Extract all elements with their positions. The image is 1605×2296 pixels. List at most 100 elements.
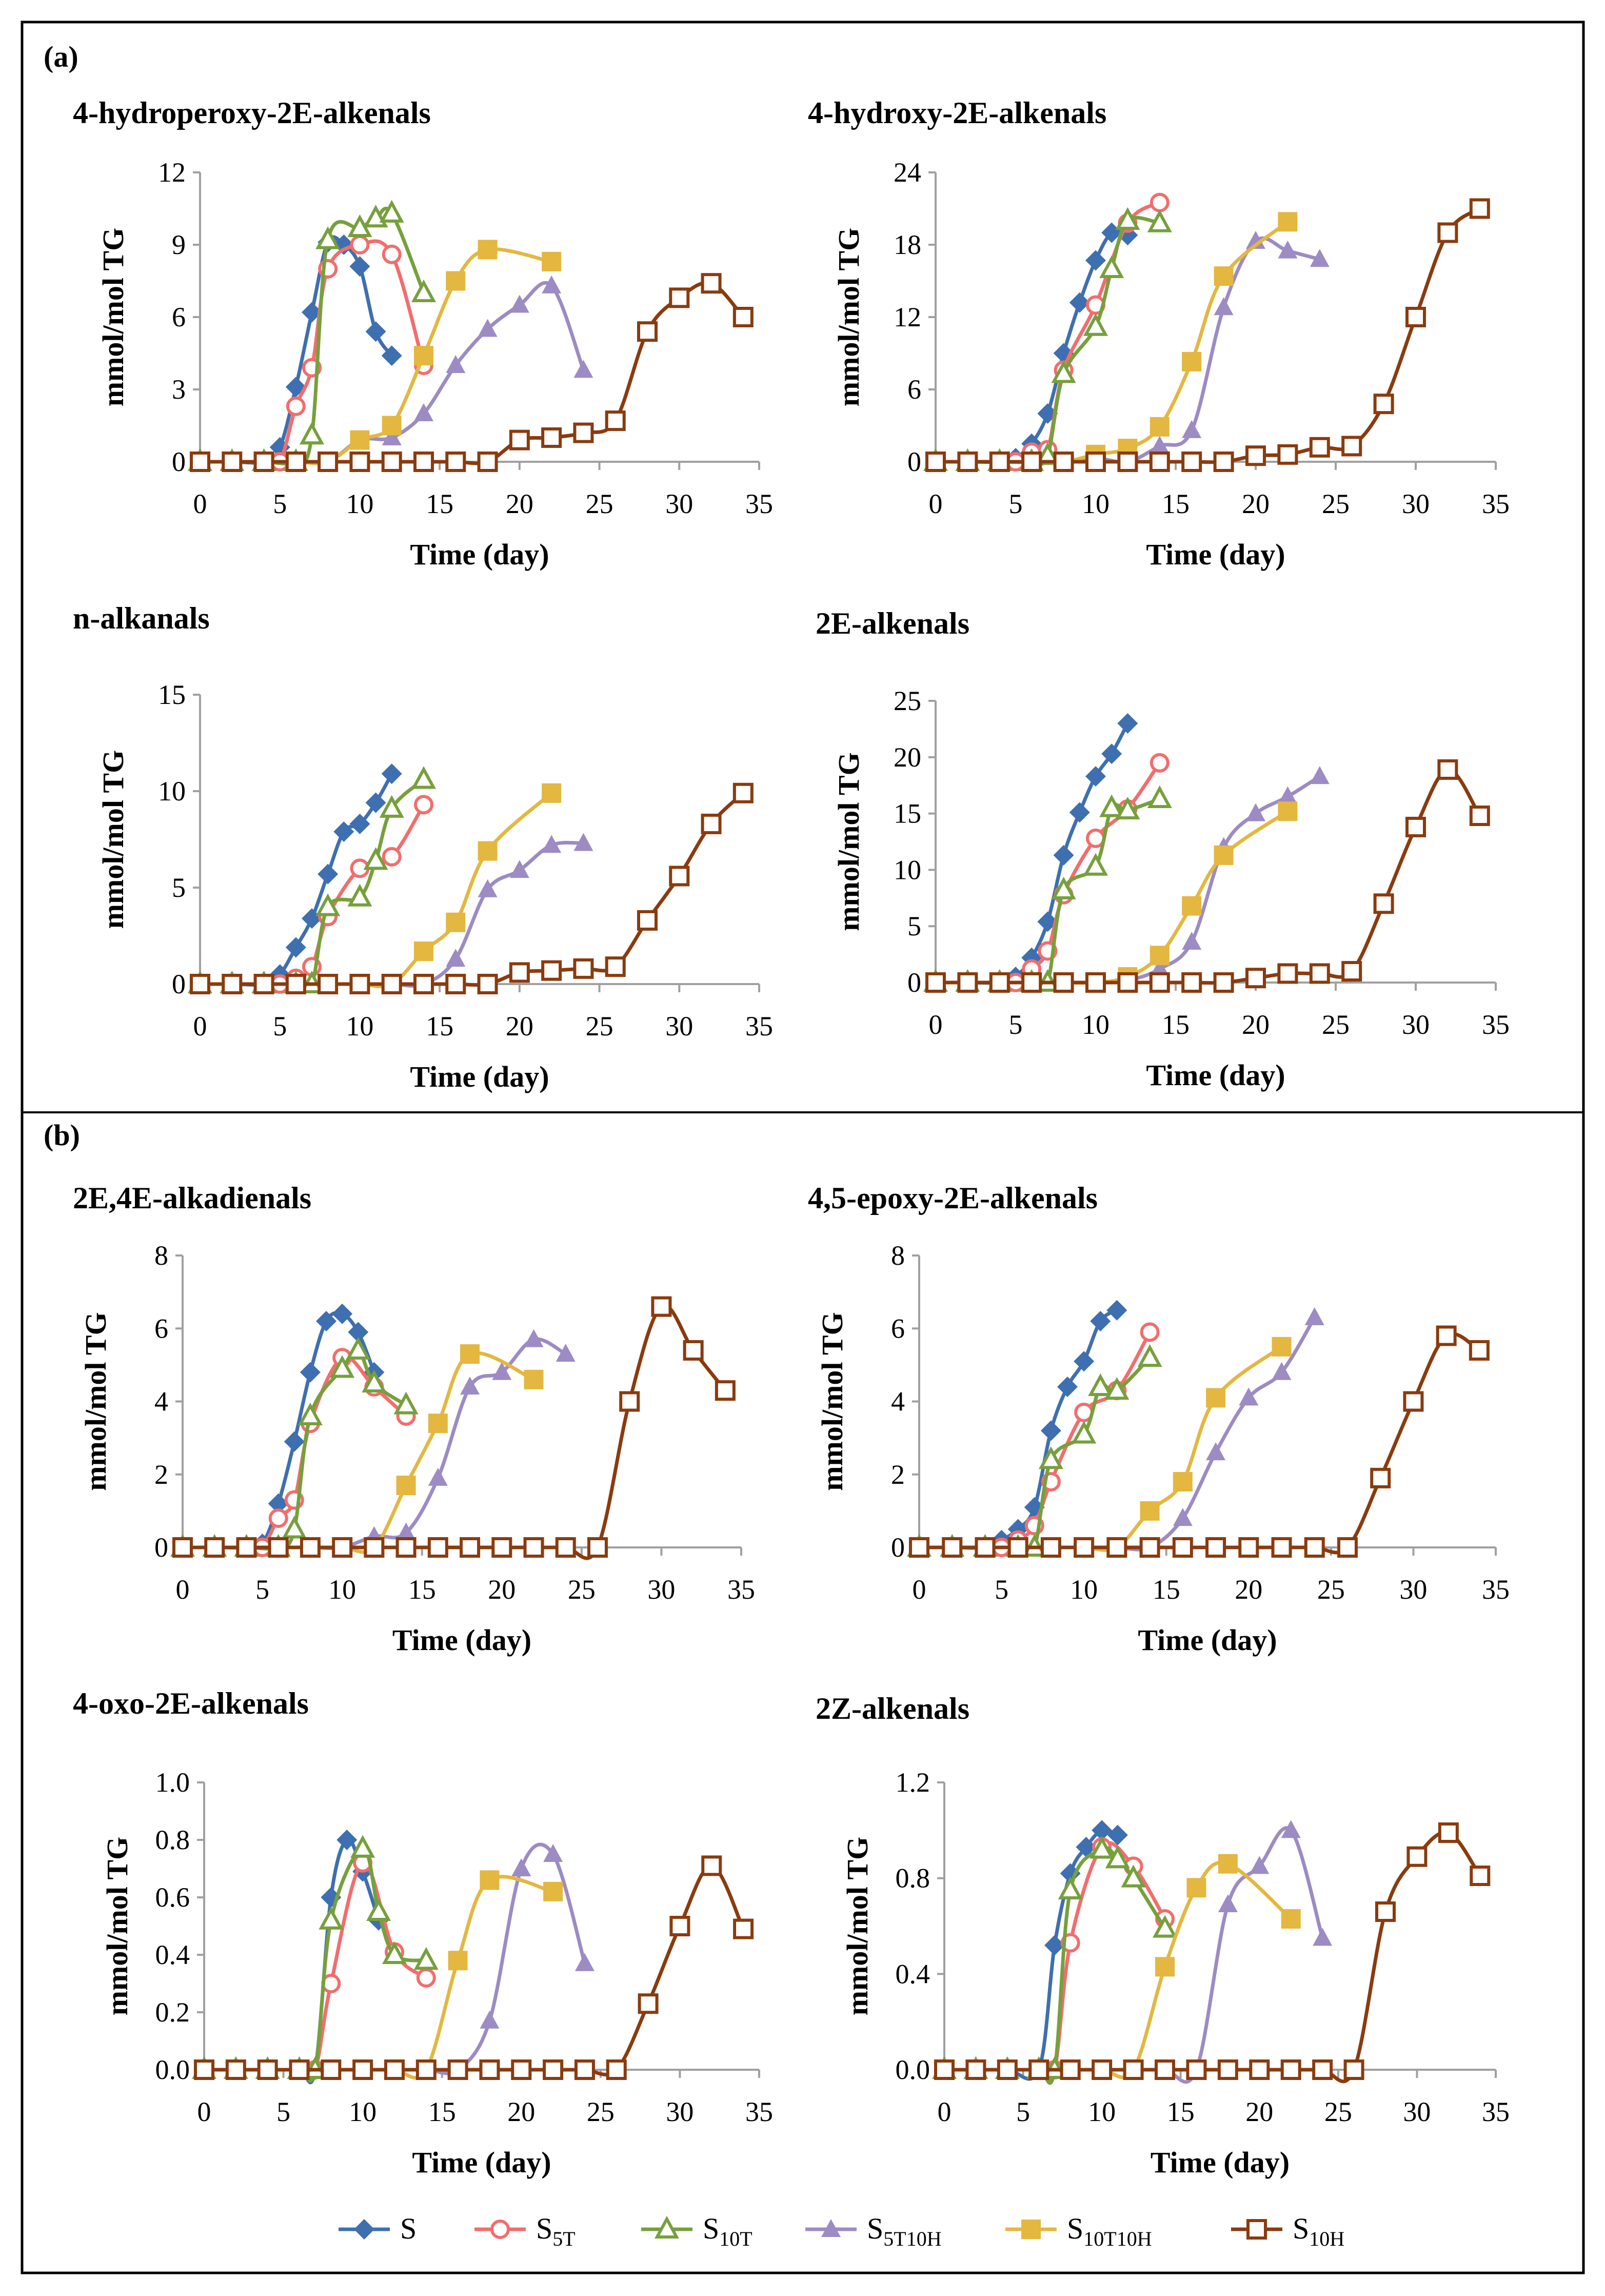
- x-tick-label: 0: [193, 1011, 207, 1042]
- chart-title: 4-hydroxy-2E-alkenals: [808, 96, 1106, 130]
- data-point: [381, 452, 402, 472]
- data-point: [542, 835, 562, 853]
- data-point: [1214, 266, 1234, 286]
- data-point: [284, 1431, 305, 1452]
- data-point: [366, 1898, 391, 1921]
- data-point: [1469, 1340, 1490, 1361]
- data-point: [1205, 1537, 1226, 1558]
- data-point: [411, 766, 437, 789]
- data-point: [257, 2059, 278, 2080]
- x-tick-label: 35: [745, 488, 773, 519]
- data-point: [1304, 1307, 1324, 1325]
- x-tick-label: 10: [346, 488, 373, 519]
- data-point: [1107, 1824, 1128, 1846]
- y-tick-label: 2: [891, 1459, 905, 1490]
- data-point: [379, 200, 404, 223]
- y-tick-label: 0: [172, 969, 186, 999]
- data-point: [1173, 1471, 1193, 1492]
- chart-6: 4,5-epoxy-2E-alkenals 0 2 4 6 8 0 5 10 15 20 25 30 35…: [808, 1181, 1510, 1657]
- data-point: [1150, 436, 1170, 454]
- legend-label: S5T10H: [867, 2212, 942, 2250]
- data-point: [1239, 1387, 1259, 1406]
- legend-label: S10T10H: [1067, 2212, 1152, 2250]
- data-point: [354, 2219, 374, 2240]
- y-tick-label: 9: [172, 229, 186, 260]
- x-tick-label: 0: [929, 488, 943, 519]
- series-S10H: [925, 759, 1490, 993]
- data-point: [587, 1537, 608, 1558]
- series-S10T: [191, 1835, 439, 2083]
- data-point: [683, 1340, 704, 1361]
- series-line: [204, 1847, 427, 2083]
- data-point: [446, 271, 466, 291]
- legend-label: S5T: [536, 2212, 576, 2250]
- y-axis-label: mmol/mol TG: [79, 1312, 112, 1491]
- data-point: [1250, 1856, 1270, 1874]
- y-tick-label: 6: [154, 1313, 168, 1344]
- chart-title: 2E,4E-alkadienals: [73, 1181, 311, 1215]
- data-point: [1021, 2220, 1041, 2239]
- y-tick-label: 4: [154, 1386, 168, 1417]
- data-point: [332, 1303, 353, 1324]
- y-tick-label: 8: [891, 1240, 905, 1271]
- x-tick-label: 0: [193, 488, 207, 519]
- data-point: [1278, 786, 1298, 804]
- data-point: [363, 847, 388, 870]
- data-point: [446, 912, 466, 932]
- x-tick-label: 10: [1082, 488, 1109, 519]
- data-point: [1040, 1537, 1061, 1558]
- data-point: [732, 782, 754, 803]
- series-line: [919, 1332, 1480, 1555]
- data-point: [1214, 297, 1234, 316]
- data-point: [1088, 1373, 1113, 1397]
- data-point: [172, 1537, 193, 1558]
- data-point: [1090, 1311, 1111, 1332]
- data-point: [701, 813, 722, 834]
- data-point: [1278, 801, 1298, 821]
- data-point: [573, 958, 594, 979]
- data-point: [543, 1881, 563, 1901]
- data-point: [1149, 972, 1170, 993]
- series-S5T10H: [909, 1307, 1324, 1555]
- data-point: [1085, 250, 1106, 271]
- y-tick-label: 6: [907, 374, 921, 405]
- data-point: [1147, 209, 1172, 232]
- data-point: [1150, 417, 1170, 437]
- data-point: [222, 452, 243, 472]
- y-tick-label: 5: [172, 872, 186, 903]
- series-S10H: [190, 273, 754, 472]
- x-tick-label: 5: [1016, 2096, 1030, 2127]
- data-point: [637, 910, 658, 931]
- data-point: [1150, 753, 1170, 773]
- data-point: [350, 235, 370, 254]
- data-point: [349, 452, 370, 472]
- data-point: [1469, 198, 1490, 219]
- x-axis-label: Time (day): [1146, 1058, 1285, 1092]
- series-S5T10H: [190, 275, 593, 469]
- data-point: [480, 2010, 500, 2029]
- data-point: [1181, 452, 1202, 472]
- x-tick-label: 35: [1482, 1009, 1510, 1040]
- x-axis-label: Time (day): [1151, 2146, 1290, 2179]
- data-point: [1310, 249, 1330, 267]
- y-axis-label: mmol/mol TG: [101, 1837, 134, 2016]
- x-tick-label: 5: [273, 488, 287, 519]
- data-point: [556, 1344, 576, 1362]
- series-line: [204, 1861, 428, 2078]
- data-point: [1206, 1442, 1226, 1461]
- data-point: [204, 1537, 225, 1558]
- data-point: [282, 1516, 307, 1539]
- data-point: [651, 1296, 672, 1317]
- data-point: [318, 974, 339, 994]
- data-point: [298, 1402, 323, 1425]
- data-point: [268, 1508, 288, 1528]
- x-tick-label: 20: [1242, 488, 1270, 519]
- data-point: [1076, 1837, 1097, 1857]
- data-point: [1186, 2059, 1207, 2080]
- data-point: [330, 1355, 355, 1378]
- x-tick-label: 20: [1235, 1574, 1262, 1605]
- data-point: [511, 2059, 532, 2080]
- x-tick-label: 15: [1162, 488, 1190, 519]
- x-axis-label: Time (day): [410, 1060, 549, 1093]
- chart-3: n-alkanals 0 5 10 15 0 5 10 15 20 25 30 35 Time (day)…: [73, 601, 773, 1093]
